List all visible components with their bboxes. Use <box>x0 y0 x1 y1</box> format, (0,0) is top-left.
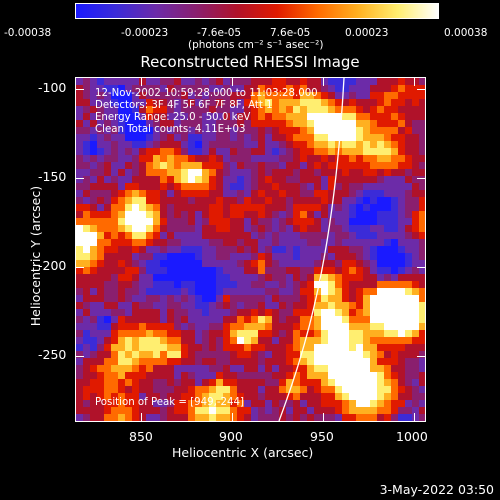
image-pixels <box>76 78 425 421</box>
energy-range-text: Energy Range: 25.0 - 50.0 keV <box>95 112 251 123</box>
detectors-text: Detectors: 3F 4F 5F 6F 7F 8F, Att 1 <box>95 100 273 111</box>
solar-limb-line <box>278 78 345 421</box>
y-tick-label: -100 <box>38 80 67 95</box>
colorbar-tick-label: 7.6e-05 <box>270 27 311 39</box>
timestamp: 3-May-2022 03:50 <box>379 482 494 497</box>
x-tick-label: 850 <box>129 429 153 444</box>
time-range-text: 12-Nov-2002 10:59:28.000 to 11:03:28.000 <box>95 88 318 99</box>
y-tick-label: -250 <box>38 347 67 362</box>
y-axis-title: Heliocentric Y (arcsec) <box>27 185 43 327</box>
rhessi-image <box>76 78 425 421</box>
y-tick-label: -200 <box>38 258 67 273</box>
x-axis-title: Heliocentric X (arcsec) <box>172 445 314 460</box>
colorbar-tick-label: -0.00023 <box>121 27 169 39</box>
plot-title: Reconstructed RHESSI Image <box>140 53 360 71</box>
colorbar <box>75 3 439 19</box>
peak-position-text: Position of Peak = [949,-244] <box>95 397 244 408</box>
colorbar-tick-label: -0.00038 <box>4 27 52 39</box>
colorbar-gradient <box>76 4 438 18</box>
x-tick-label: 1000 <box>396 429 428 444</box>
clean-counts-text: Clean Total counts: 4.11E+03 <box>95 124 246 135</box>
colorbar-tick-label: 0.00038 <box>444 27 488 39</box>
image-frame <box>75 77 426 422</box>
colorbar-tick-label: 0.00023 <box>345 27 389 39</box>
y-tick-label: -150 <box>38 169 67 184</box>
x-tick-label: 900 <box>219 429 243 444</box>
colorbar-units: (photons cm⁻² s⁻¹ asec⁻²) <box>188 39 324 51</box>
x-tick-label: 950 <box>310 429 334 444</box>
colorbar-tick-label: -7.6e-05 <box>197 27 242 39</box>
